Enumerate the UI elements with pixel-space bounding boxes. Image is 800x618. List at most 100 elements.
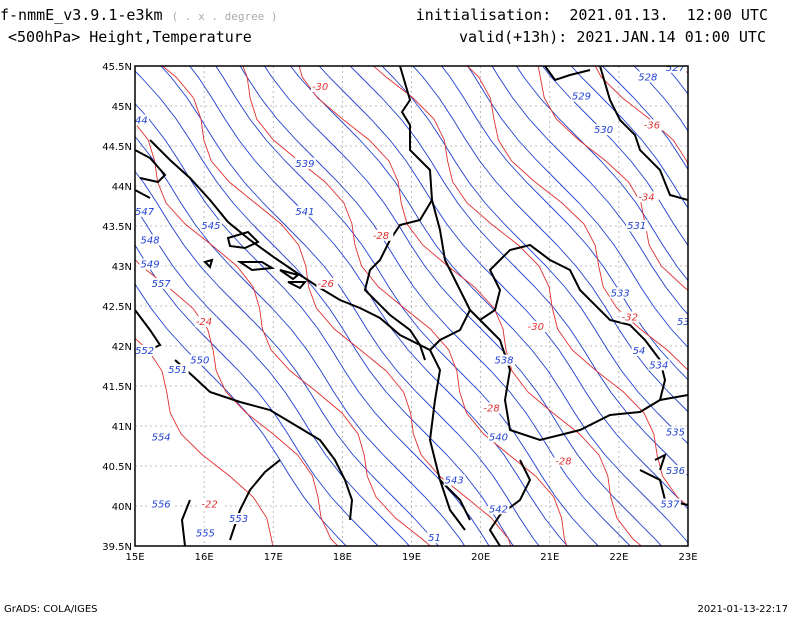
height-isoline — [541, 66, 688, 247]
lat-tick-label: 43.5N — [102, 222, 132, 233]
temperature-label: -24 — [196, 317, 212, 328]
temperature-label: -28 — [555, 456, 571, 467]
height-label-bg — [427, 532, 443, 544]
temperature-isoline — [594, 66, 688, 169]
height-label: 538 — [494, 356, 513, 367]
axis-labels: 15E 16E 17E 18E 19E 20E 21E 22E 23E 45.5N 45N 44.5N… — [102, 62, 697, 563]
temperature-isoline — [762, 56, 800, 560]
temperature-label-bg — [316, 277, 338, 289]
height-label-bg — [487, 503, 510, 515]
height-label: 527 — [666, 63, 686, 74]
height-isoline — [491, 66, 688, 316]
height-label: 44 — [135, 116, 148, 127]
footer-credit: GrADS: COLA/IGES — [4, 604, 98, 615]
lat-tick-label: 44N — [112, 182, 132, 193]
height-label: 543 — [445, 476, 464, 487]
height-label-bg — [659, 498, 681, 510]
height-isoline — [135, 283, 347, 546]
temperature-label-bg — [482, 402, 504, 414]
height-label-bg — [487, 431, 510, 443]
lat-tick-label: 42N — [112, 342, 132, 353]
height-label: 548 — [141, 236, 160, 247]
height-label: 553 — [229, 514, 248, 525]
height-label: 552 — [135, 346, 154, 357]
lat-tick-label: 40.5N — [102, 462, 132, 473]
lon-tick-label: 18E — [333, 552, 352, 563]
height-label: 539 — [295, 159, 314, 170]
height-label: 541 — [295, 207, 314, 218]
temperature-label: -32 — [622, 312, 638, 323]
height-label-bg — [626, 220, 648, 232]
height-label: 554 — [152, 432, 171, 443]
height-label: 535 — [666, 428, 685, 439]
height-label-bg — [570, 90, 593, 102]
height-label: 540 — [489, 432, 508, 443]
border-romania — [544, 66, 688, 201]
height-isoline — [441, 66, 688, 381]
temperature-label-bg — [620, 311, 643, 323]
init-time: initialisation: 2021.01.13. 12:00 UTC — [415, 6, 768, 24]
height-label-bg — [294, 205, 316, 217]
lat-tick-label: 40N — [112, 502, 132, 513]
height-label-bg — [139, 234, 162, 246]
temperature-isoline — [135, 337, 274, 546]
coastlines-borders — [135, 66, 688, 546]
height-label: 556 — [152, 500, 171, 511]
height-label-bg — [443, 474, 466, 486]
height-label: 51 — [428, 533, 441, 544]
height-label-bg — [664, 426, 687, 438]
height-isoline — [412, 66, 688, 413]
height-label-bg — [631, 345, 647, 356]
height-label: 53 — [677, 317, 690, 328]
temperature-label: -28 — [373, 231, 389, 242]
temperature-isoline — [372, 66, 688, 507]
temperature-isoline — [135, 258, 339, 546]
lat-tick-label: 45.5N — [102, 62, 132, 73]
border-albania — [428, 349, 471, 531]
border-montenegro — [374, 299, 471, 352]
temperature-label-bg — [200, 498, 222, 510]
height-isoline — [515, 66, 688, 282]
level-title: <500hPa> Height,Temperature — [8, 28, 252, 46]
lat-tick-label: 45N — [112, 102, 132, 113]
height-label-bg — [135, 205, 156, 217]
height-isoline — [349, 66, 688, 477]
border-serbia — [431, 199, 591, 322]
temperature-isoline — [466, 66, 688, 371]
height-label: 530 — [594, 125, 613, 136]
height-isoline — [160, 66, 540, 546]
height-label-bg — [228, 513, 250, 524]
lat-tick-label: 44.5N — [102, 142, 132, 153]
lat-tick-label: 39.5N — [102, 542, 132, 553]
height-isoline — [381, 66, 688, 445]
height-label: 536 — [666, 466, 685, 477]
temperature-label: -30 — [312, 82, 328, 93]
height-isoline — [318, 66, 688, 510]
height-isoline — [289, 66, 688, 544]
lon-tick-label: 23E — [678, 552, 697, 563]
height-label: 534 — [649, 360, 668, 371]
temperature-label-bg — [526, 321, 549, 332]
temperature-label-bg — [642, 119, 665, 131]
height-label-bg — [664, 465, 687, 476]
height-label: 549 — [141, 260, 160, 271]
map-frame — [134, 65, 689, 547]
temperature-label-bg — [310, 81, 333, 92]
temperature-label: -34 — [638, 192, 654, 203]
temperature-label: -30 — [528, 322, 544, 333]
temperature-isoline — [537, 66, 688, 291]
height-isoline — [601, 66, 688, 171]
lon-tick-label: 15E — [125, 552, 144, 563]
border-bulgaria — [589, 299, 667, 401]
lon-tick-label: 22E — [609, 552, 628, 563]
lat-tick-label: 42.5N — [102, 302, 132, 313]
height-label: 547 — [135, 207, 155, 218]
height-label: 551 — [168, 365, 187, 376]
height-label: 557 — [152, 279, 172, 290]
lon-tick-label: 17E — [264, 552, 283, 563]
height-isoline — [135, 102, 490, 546]
height-isoline — [570, 66, 688, 209]
height-label-bg — [150, 431, 173, 443]
height-label-bg — [189, 354, 211, 366]
height-label-bg — [609, 287, 632, 299]
